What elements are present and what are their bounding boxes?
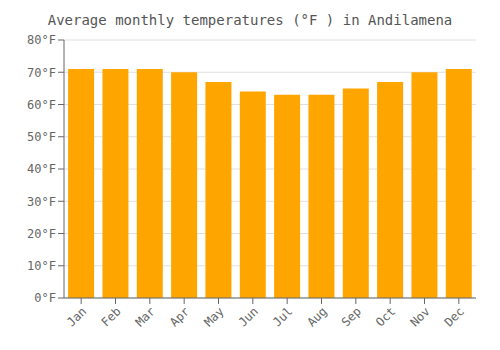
svg-text:40°F: 40°F <box>27 162 56 176</box>
svg-text:30°F: 30°F <box>27 195 56 209</box>
svg-text:80°F: 80°F <box>27 33 56 47</box>
svg-text:50°F: 50°F <box>27 130 56 144</box>
svg-text:Feb: Feb <box>98 304 123 329</box>
svg-text:Dec: Dec <box>442 304 467 329</box>
svg-text:Aug: Aug <box>304 304 329 329</box>
svg-text:20°F: 20°F <box>27 227 56 241</box>
svg-text:Apr: Apr <box>167 304 192 329</box>
html-text:Average monthly temperatures (: Average monthly temperatures (°F ) in An… <box>47 12 453 28</box>
svg-text:60°F: 60°F <box>27 98 56 112</box>
svg-text:Mar: Mar <box>133 304 158 329</box>
svg-text:Oct: Oct <box>373 304 398 329</box>
svg-text:Jan: Jan <box>64 304 89 329</box>
svg-text:Sep: Sep <box>339 304 364 329</box>
svg-text:Nov: Nov <box>407 304 432 329</box>
svg-text:May: May <box>201 304 226 329</box>
svg-text:Jun: Jun <box>236 304 261 329</box>
svg-text:10°F: 10°F <box>27 259 56 273</box>
svg-text:70°F: 70°F <box>27 66 56 80</box>
svg-text:Jul: Jul <box>270 304 295 329</box>
svg-text:0°F: 0°F <box>34 291 56 305</box>
